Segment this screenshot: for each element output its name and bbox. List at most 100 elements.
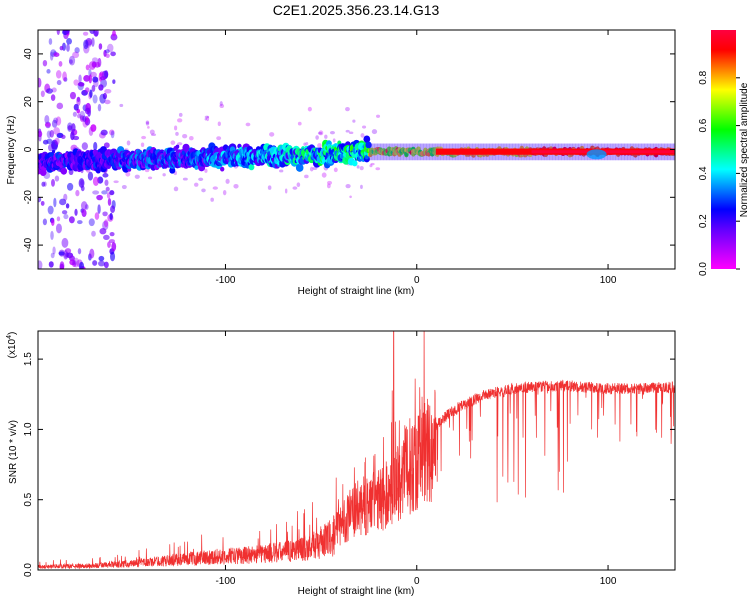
spectrogram-cell — [61, 237, 69, 248]
spectrogram-cell — [295, 163, 304, 172]
spectrogram-cell — [99, 76, 107, 81]
spectrogram-cell — [62, 30, 70, 35]
spectrogram-cell — [40, 200, 45, 206]
spectrogram-cell — [193, 182, 199, 187]
spectrogram-cell — [46, 130, 52, 139]
spectrogram-cell — [303, 142, 307, 146]
spectrogram-cell — [147, 176, 153, 180]
spectrogram-cell — [77, 113, 82, 119]
spectrogram-cell — [233, 184, 239, 189]
spectrogram-cell — [352, 160, 358, 167]
spectrogram-y-tick-label: 0 — [23, 146, 34, 152]
spectrogram-cell — [107, 198, 112, 206]
spectrogram-cell — [56, 80, 62, 86]
spectrogram-cell — [90, 124, 97, 132]
spectrogram-cell — [113, 180, 119, 184]
spectrogram-cell — [73, 103, 79, 111]
spectrogram-cell — [98, 43, 103, 50]
spectrogram-cell — [74, 208, 78, 216]
spectrogram-cell — [50, 230, 54, 240]
spectrogram-cell — [329, 131, 335, 135]
spectrogram-cell — [76, 96, 81, 103]
spectrogram-cell — [201, 188, 206, 193]
spectrogram-cell — [279, 169, 284, 173]
spectrogram-cell — [74, 47, 80, 54]
spectrogram-cell — [204, 117, 207, 121]
spectrogram-cell — [56, 216, 61, 222]
spectrogram-cell — [69, 91, 76, 100]
spectrogram-cell — [216, 136, 222, 141]
spectrogram-cell — [297, 121, 302, 126]
spectrogram-y-tick-label: -40 — [23, 237, 34, 252]
spectrogram-cell — [217, 121, 221, 127]
spectrogram-cell — [174, 125, 178, 131]
spectrogram-cell — [103, 234, 110, 241]
spectrogram-cell — [53, 127, 60, 135]
spectrogram-cell — [178, 112, 183, 117]
spectrogram-cell — [58, 61, 63, 67]
spectrogram-cell — [309, 166, 314, 172]
spectrogram-cell — [362, 125, 367, 129]
spectrogram-cell — [194, 165, 199, 170]
spectrogram-cell — [177, 142, 183, 146]
spectrogram-cell — [98, 84, 104, 91]
spectrogram-cell — [38, 77, 42, 88]
spectrogram-cell — [71, 260, 77, 266]
spectrogram-cell — [403, 143, 407, 161]
spectrogram-cell — [103, 219, 109, 228]
spectrogram-cell — [145, 120, 150, 125]
spectrogram-cell — [318, 130, 324, 136]
spectrogram-cell — [109, 190, 115, 196]
colorbar-bar — [711, 30, 736, 269]
spectrogram-cell — [411, 143, 416, 161]
spectrogram-cell — [53, 117, 59, 124]
spectrogram-cell — [81, 142, 88, 150]
colorbar: 0.0 0.2 0.4 0.6 0.8 Normalized spectral ampl… — [698, 30, 750, 276]
spectrogram-cell — [100, 129, 108, 136]
spectrogram-cell — [77, 248, 82, 255]
spectrogram-cell — [363, 135, 371, 143]
spectrogram-cell — [64, 248, 72, 254]
spectrogram-cell — [400, 143, 404, 161]
spectrogram-cell — [397, 143, 401, 161]
spectrogram-cell — [104, 49, 110, 54]
spectrogram-cell — [284, 188, 288, 194]
spectrogram-cell — [88, 74, 93, 84]
spectrogram-cell — [69, 59, 73, 64]
spectrogram-cell — [83, 39, 89, 50]
colorbar-tick-label: 0.2 — [698, 214, 709, 228]
spectrogram-cell — [61, 210, 68, 215]
spectrogram-cell — [109, 129, 115, 136]
spectrogram-cell — [376, 114, 381, 118]
snr-x-label: Height of straight line (km) — [298, 586, 415, 597]
spectrogram-cell — [307, 106, 312, 112]
spectrogram-cell — [55, 223, 62, 234]
spectrogram-cell — [79, 110, 86, 121]
spectrogram-cell — [51, 149, 56, 154]
spectrogram-cell — [88, 218, 95, 227]
snr-y-tick-label: 0.5 — [23, 492, 34, 506]
colorbar-label: Normalized spectral amplitude — [739, 82, 750, 217]
snr-frame — [37, 330, 676, 571]
snr-series-line — [38, 331, 675, 570]
spectrogram-cell — [92, 94, 98, 104]
spectrogram-cell — [97, 204, 101, 214]
spectrogram-cell — [125, 171, 131, 177]
colorbar-tick-label: 0.6 — [698, 118, 709, 132]
spectrogram-cell — [44, 122, 51, 127]
spectrogram-cell — [345, 129, 350, 133]
spectrogram-cell — [112, 30, 116, 37]
spectrogram-x-ticks: -100 0 100 — [215, 30, 617, 286]
spectrogram-cell — [62, 71, 67, 82]
spectrogram-cell — [386, 143, 390, 161]
spectrogram-x-tick-label: -100 — [215, 275, 235, 286]
spectrogram-cell — [82, 115, 87, 122]
spectrogram-cell — [56, 102, 64, 110]
spectrogram-cell — [105, 53, 110, 58]
spectrogram-cell — [48, 261, 54, 268]
spectrogram-cell — [110, 51, 116, 57]
spectrogram-cell — [145, 121, 150, 126]
spectrogram-y-tick-label: 20 — [23, 96, 34, 108]
snr-x-ticks: -100 0 100 — [215, 331, 617, 587]
spectrogram-cell — [349, 195, 352, 199]
